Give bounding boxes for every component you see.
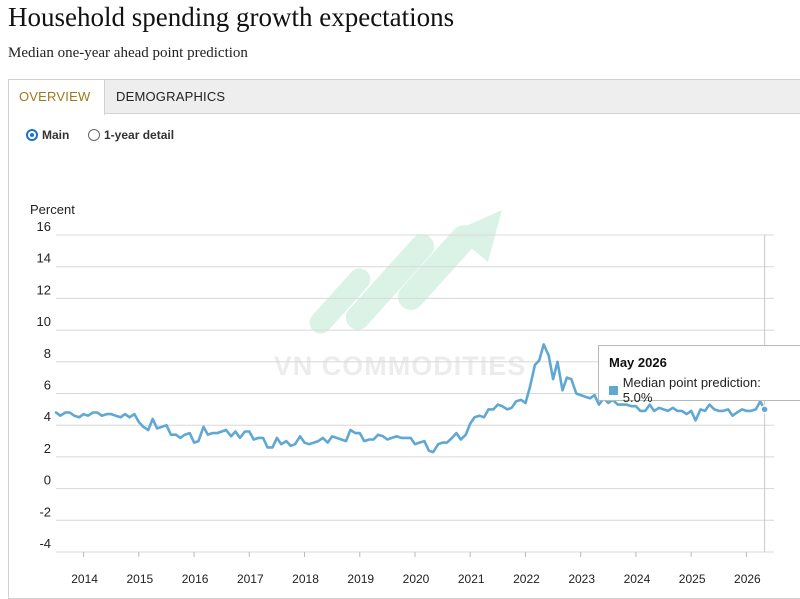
radio-1-year-detail-label: 1-year detail [104, 128, 175, 142]
radio-1-year-detail[interactable]: 1-year detail [88, 127, 174, 143]
y-tick-label: 8 [44, 346, 51, 361]
y-tick-label: 14 [37, 251, 51, 266]
y-tick-label: 10 [37, 314, 51, 329]
x-tick-label: 2018 [292, 572, 319, 586]
watermark-arrow-head [452, 210, 502, 262]
radio-main-indicator [26, 129, 38, 141]
x-tick-label: 2017 [237, 572, 264, 586]
hover-point-marker [760, 405, 769, 414]
tooltip-row: Median point prediction: 5.0% [609, 375, 790, 405]
x-tick-label: 2025 [679, 572, 706, 586]
tab-overview[interactable]: OVERVIEW [9, 80, 105, 115]
series-line-median-point-prediction [54, 343, 766, 454]
watermark-logo: VN COMMODITIES [274, 210, 527, 381]
x-tick-label: 2019 [347, 572, 374, 586]
x-tick-label: 2020 [403, 572, 430, 586]
y-tick-label: 16 [37, 219, 51, 234]
x-tick-label: 2014 [71, 572, 98, 586]
x-tick-label: 2026 [734, 572, 761, 586]
watermark-text: VN COMMODITIES [274, 351, 527, 381]
x-tick-label: 2016 [182, 572, 209, 586]
page-title: Household spending growth expectations [8, 2, 455, 32]
y-tick-label: 12 [37, 282, 51, 297]
y-tick-label: -2 [39, 504, 51, 519]
tooltip-series-swatch [609, 385, 618, 395]
watermark-bar-1 [309, 268, 371, 334]
y-axis-label: Percent [30, 202, 75, 217]
x-tick-label: 2022 [513, 572, 540, 586]
x-tick-label: 2024 [624, 572, 651, 586]
radio-main-label: Main [42, 128, 70, 142]
y-tick-label: 2 [44, 441, 51, 456]
radio-main[interactable]: Main [26, 127, 69, 143]
tab-bar: OVERVIEW DEMOGRAPHICS [9, 80, 800, 115]
tab-demographics[interactable]: DEMOGRAPHICS [116, 89, 226, 104]
watermark-bar-3 [397, 225, 477, 310]
radio-1-year-detail-indicator [88, 129, 100, 141]
y-tick-label: -4 [39, 536, 51, 551]
tooltip-series-value: Median point prediction: 5.0% [622, 375, 761, 405]
y-tick-label: 4 [44, 409, 51, 424]
x-tick-label: 2023 [568, 572, 595, 586]
x-tick-label: 2021 [458, 572, 485, 586]
page-subtitle: Median one-year ahead point prediction [8, 45, 248, 61]
tooltip-title: May 2026 [609, 355, 667, 370]
x-tick-label: 2015 [126, 572, 153, 586]
watermark-bar-2 [345, 234, 435, 330]
y-tick-label: 6 [44, 378, 51, 393]
y-tick-label: 0 [44, 473, 51, 488]
chart-tooltip: May 2026 Median point prediction: 5.0% [598, 345, 800, 405]
